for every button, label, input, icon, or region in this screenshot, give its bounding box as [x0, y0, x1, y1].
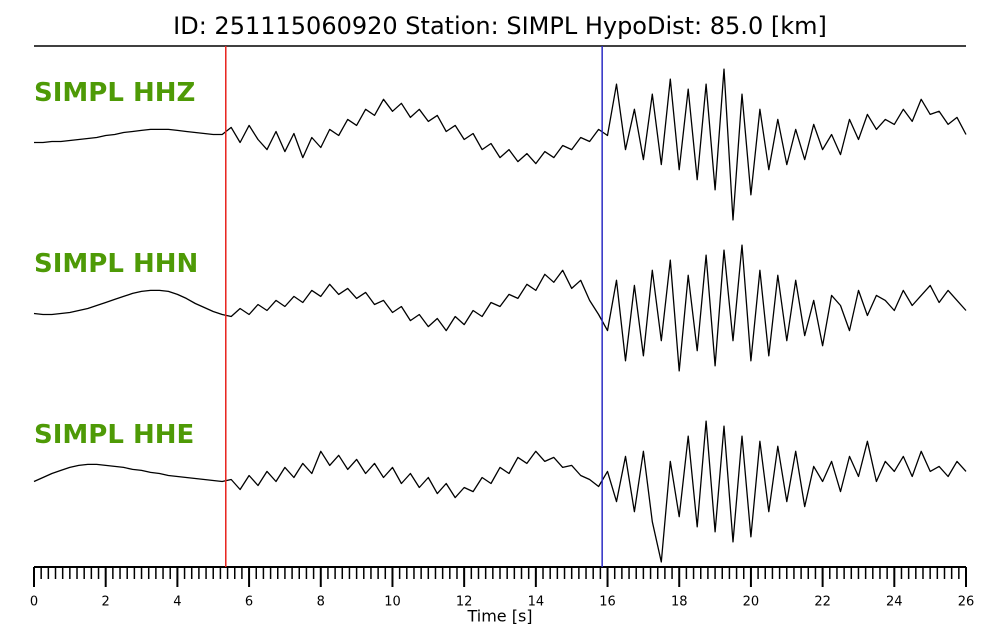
- x-tick-label: 10: [384, 595, 401, 610]
- x-tick-label: 24: [886, 595, 903, 610]
- x-tick-label: 2: [102, 595, 110, 610]
- trace: [33, 420, 967, 563]
- trace-label: SIMPL HHE: [34, 420, 194, 450]
- trace-label: SIMPL HHN: [34, 249, 198, 279]
- x-tick-label: 14: [528, 595, 545, 610]
- x-tick-label: 26: [958, 595, 975, 610]
- trace: [33, 244, 967, 372]
- trace: [34, 68, 967, 221]
- x-tick-label: 20: [743, 595, 760, 610]
- x-tick-label: 4: [173, 595, 181, 610]
- x-tick-label: 18: [671, 595, 688, 610]
- chart-title: ID: 251115060920 Station: SIMPL HypoDist…: [173, 12, 827, 40]
- x-tick-label: 12: [456, 595, 473, 610]
- x-tick-label: 8: [317, 595, 325, 610]
- x-tick-label: 16: [599, 595, 616, 610]
- x-tick-label: 0: [30, 595, 38, 610]
- x-tick-label: 6: [245, 595, 253, 610]
- x-tick-label: 22: [814, 595, 831, 610]
- x-axis-label: Time [s]: [466, 607, 532, 626]
- trace-label: SIMPL HHZ: [34, 78, 195, 108]
